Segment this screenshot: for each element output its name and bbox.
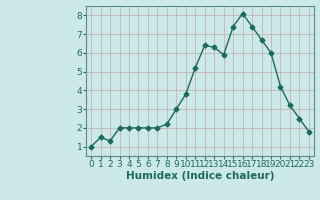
X-axis label: Humidex (Indice chaleur): Humidex (Indice chaleur): [126, 171, 274, 181]
